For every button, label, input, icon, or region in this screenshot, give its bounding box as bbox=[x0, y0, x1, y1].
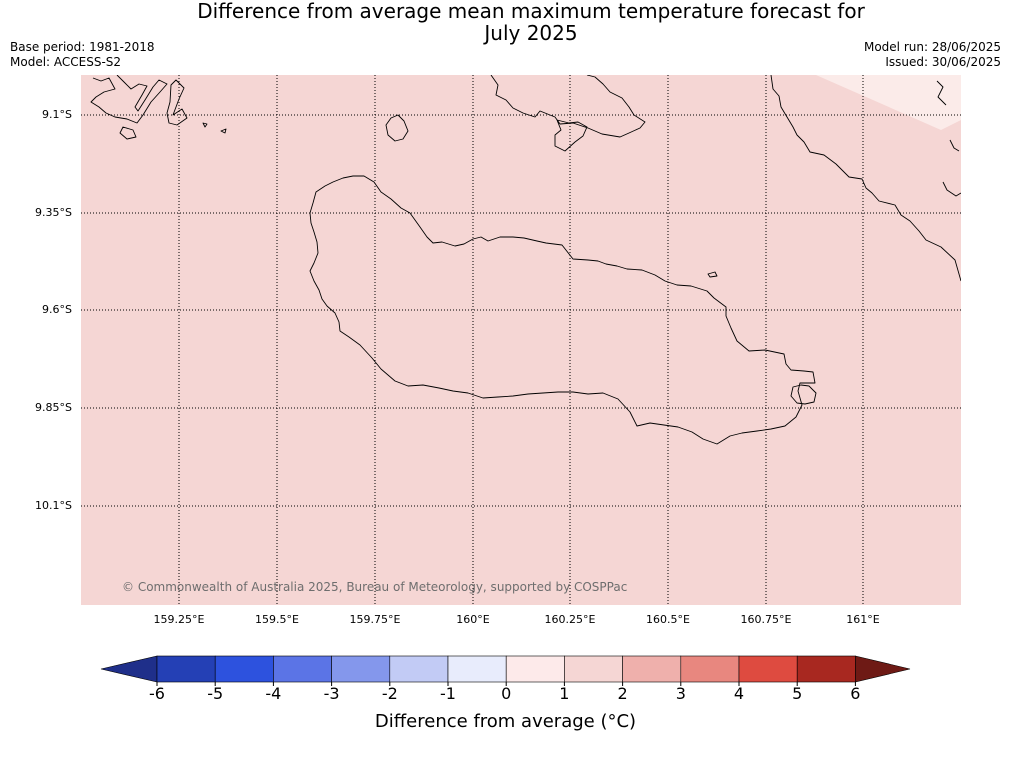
colorbar-tick-label-4: -2 bbox=[381, 684, 398, 703]
islet-tiny-west bbox=[220, 128, 227, 134]
colorbar-segment-7 bbox=[505, 655, 565, 683]
colorbar-segment-11 bbox=[738, 655, 798, 683]
colorbar-tick-label-9: 3 bbox=[675, 684, 686, 703]
copyright-notice: © Commonwealth of Australia 2025, Bureau… bbox=[122, 580, 628, 594]
model-name: Model: ACCESS-S2 bbox=[10, 55, 122, 69]
coastline-northeast bbox=[770, 75, 961, 282]
colorbar-tick-label-1: -5 bbox=[207, 684, 224, 703]
colorbar-tick-label-11: 5 bbox=[792, 684, 803, 703]
chart-title: Difference from average mean maximum tem… bbox=[150, 0, 912, 44]
light-anomaly-patch bbox=[816, 75, 961, 130]
meta-right: Model run: 28/06/2025 Issued: 30/06/2025 bbox=[864, 40, 1001, 70]
lat-label-10.1: 10.1°S bbox=[35, 499, 72, 512]
colorbar-segment-10 bbox=[680, 655, 740, 683]
colorbar-segment-2 bbox=[214, 655, 274, 683]
colorbar-tick-label-2: -4 bbox=[265, 684, 282, 703]
title-line-1: Difference from average mean maximum tem… bbox=[197, 0, 865, 23]
colorbar-tick-label-12: 6 bbox=[850, 684, 861, 703]
lat-label-9.85: 9.85°S bbox=[35, 401, 72, 414]
map-panel[interactable] bbox=[81, 75, 961, 605]
lon-label-159.25: 159.25°E bbox=[153, 613, 205, 626]
colorbar-segment-5 bbox=[389, 655, 449, 683]
islet-round-north bbox=[385, 114, 409, 142]
lat-label-9.35: 9.35°S bbox=[35, 206, 72, 219]
colorbar-segment-4 bbox=[331, 655, 391, 683]
colorbar-segments bbox=[100, 655, 911, 683]
colorbar-segment-13 bbox=[855, 655, 911, 683]
lat-label-9.1: 9.1°S bbox=[42, 108, 72, 121]
lon-label-159.75: 159.75°E bbox=[349, 613, 401, 626]
colorbar-title: Difference from average (°C) bbox=[374, 711, 637, 732]
issued-date: Issued: 30/06/2025 bbox=[885, 55, 1001, 69]
colorbar-segment-3 bbox=[273, 655, 332, 683]
lat-label-9.6: 9.6°S bbox=[42, 303, 72, 316]
colorbar-tick-label-6: 0 bbox=[501, 684, 512, 703]
title-line-2: July 2025 bbox=[484, 21, 578, 45]
lon-label-160.5: 160.5°E bbox=[646, 613, 690, 626]
colorbar-segment-1 bbox=[156, 655, 216, 683]
model-run: Model run: 28/06/2025 bbox=[863, 40, 1001, 54]
colorbar-tick-label-10: 4 bbox=[733, 684, 745, 703]
lon-label-160.25: 160.25°E bbox=[544, 613, 596, 626]
lon-label-161: 161°E bbox=[846, 613, 880, 626]
colorbar-tick-label-7: 1 bbox=[559, 684, 570, 703]
lon-label-160.75: 160.75°E bbox=[740, 613, 792, 626]
map-svg bbox=[81, 75, 961, 605]
colorbar bbox=[100, 655, 911, 686]
island-coastline-main bbox=[309, 175, 816, 445]
colorbar-ticks bbox=[156, 682, 856, 686]
colorbar-segment-12 bbox=[796, 655, 856, 683]
longitude-gridlines bbox=[178, 75, 864, 605]
islet-southeast bbox=[790, 384, 817, 405]
islands-northwest bbox=[90, 75, 188, 140]
islet-tiny-west2 bbox=[202, 122, 208, 128]
lon-label-160: 160°E bbox=[456, 613, 490, 626]
colorbar-segment-8 bbox=[564, 655, 623, 683]
base-period: Base period: 1981-2018 bbox=[10, 40, 155, 54]
lon-label-159.5: 159.5°E bbox=[255, 613, 299, 626]
islands-north-centre bbox=[490, 75, 646, 152]
colorbar-tick-label-8: 2 bbox=[617, 684, 628, 703]
islet-small-east bbox=[707, 271, 718, 278]
colorbar-tick-label-5: -1 bbox=[440, 684, 456, 703]
colorbar-segment-6 bbox=[447, 655, 507, 683]
colorbar-tick-label-3: -3 bbox=[323, 684, 340, 703]
colorbar-tick-label-0: -6 bbox=[149, 684, 165, 703]
colorbar-segment-9 bbox=[622, 655, 682, 683]
colorbar-segment-0 bbox=[100, 655, 158, 683]
meta-left: Base period: 1981-2018 Model: ACCESS-S2 bbox=[10, 40, 155, 70]
map-background bbox=[81, 75, 961, 605]
